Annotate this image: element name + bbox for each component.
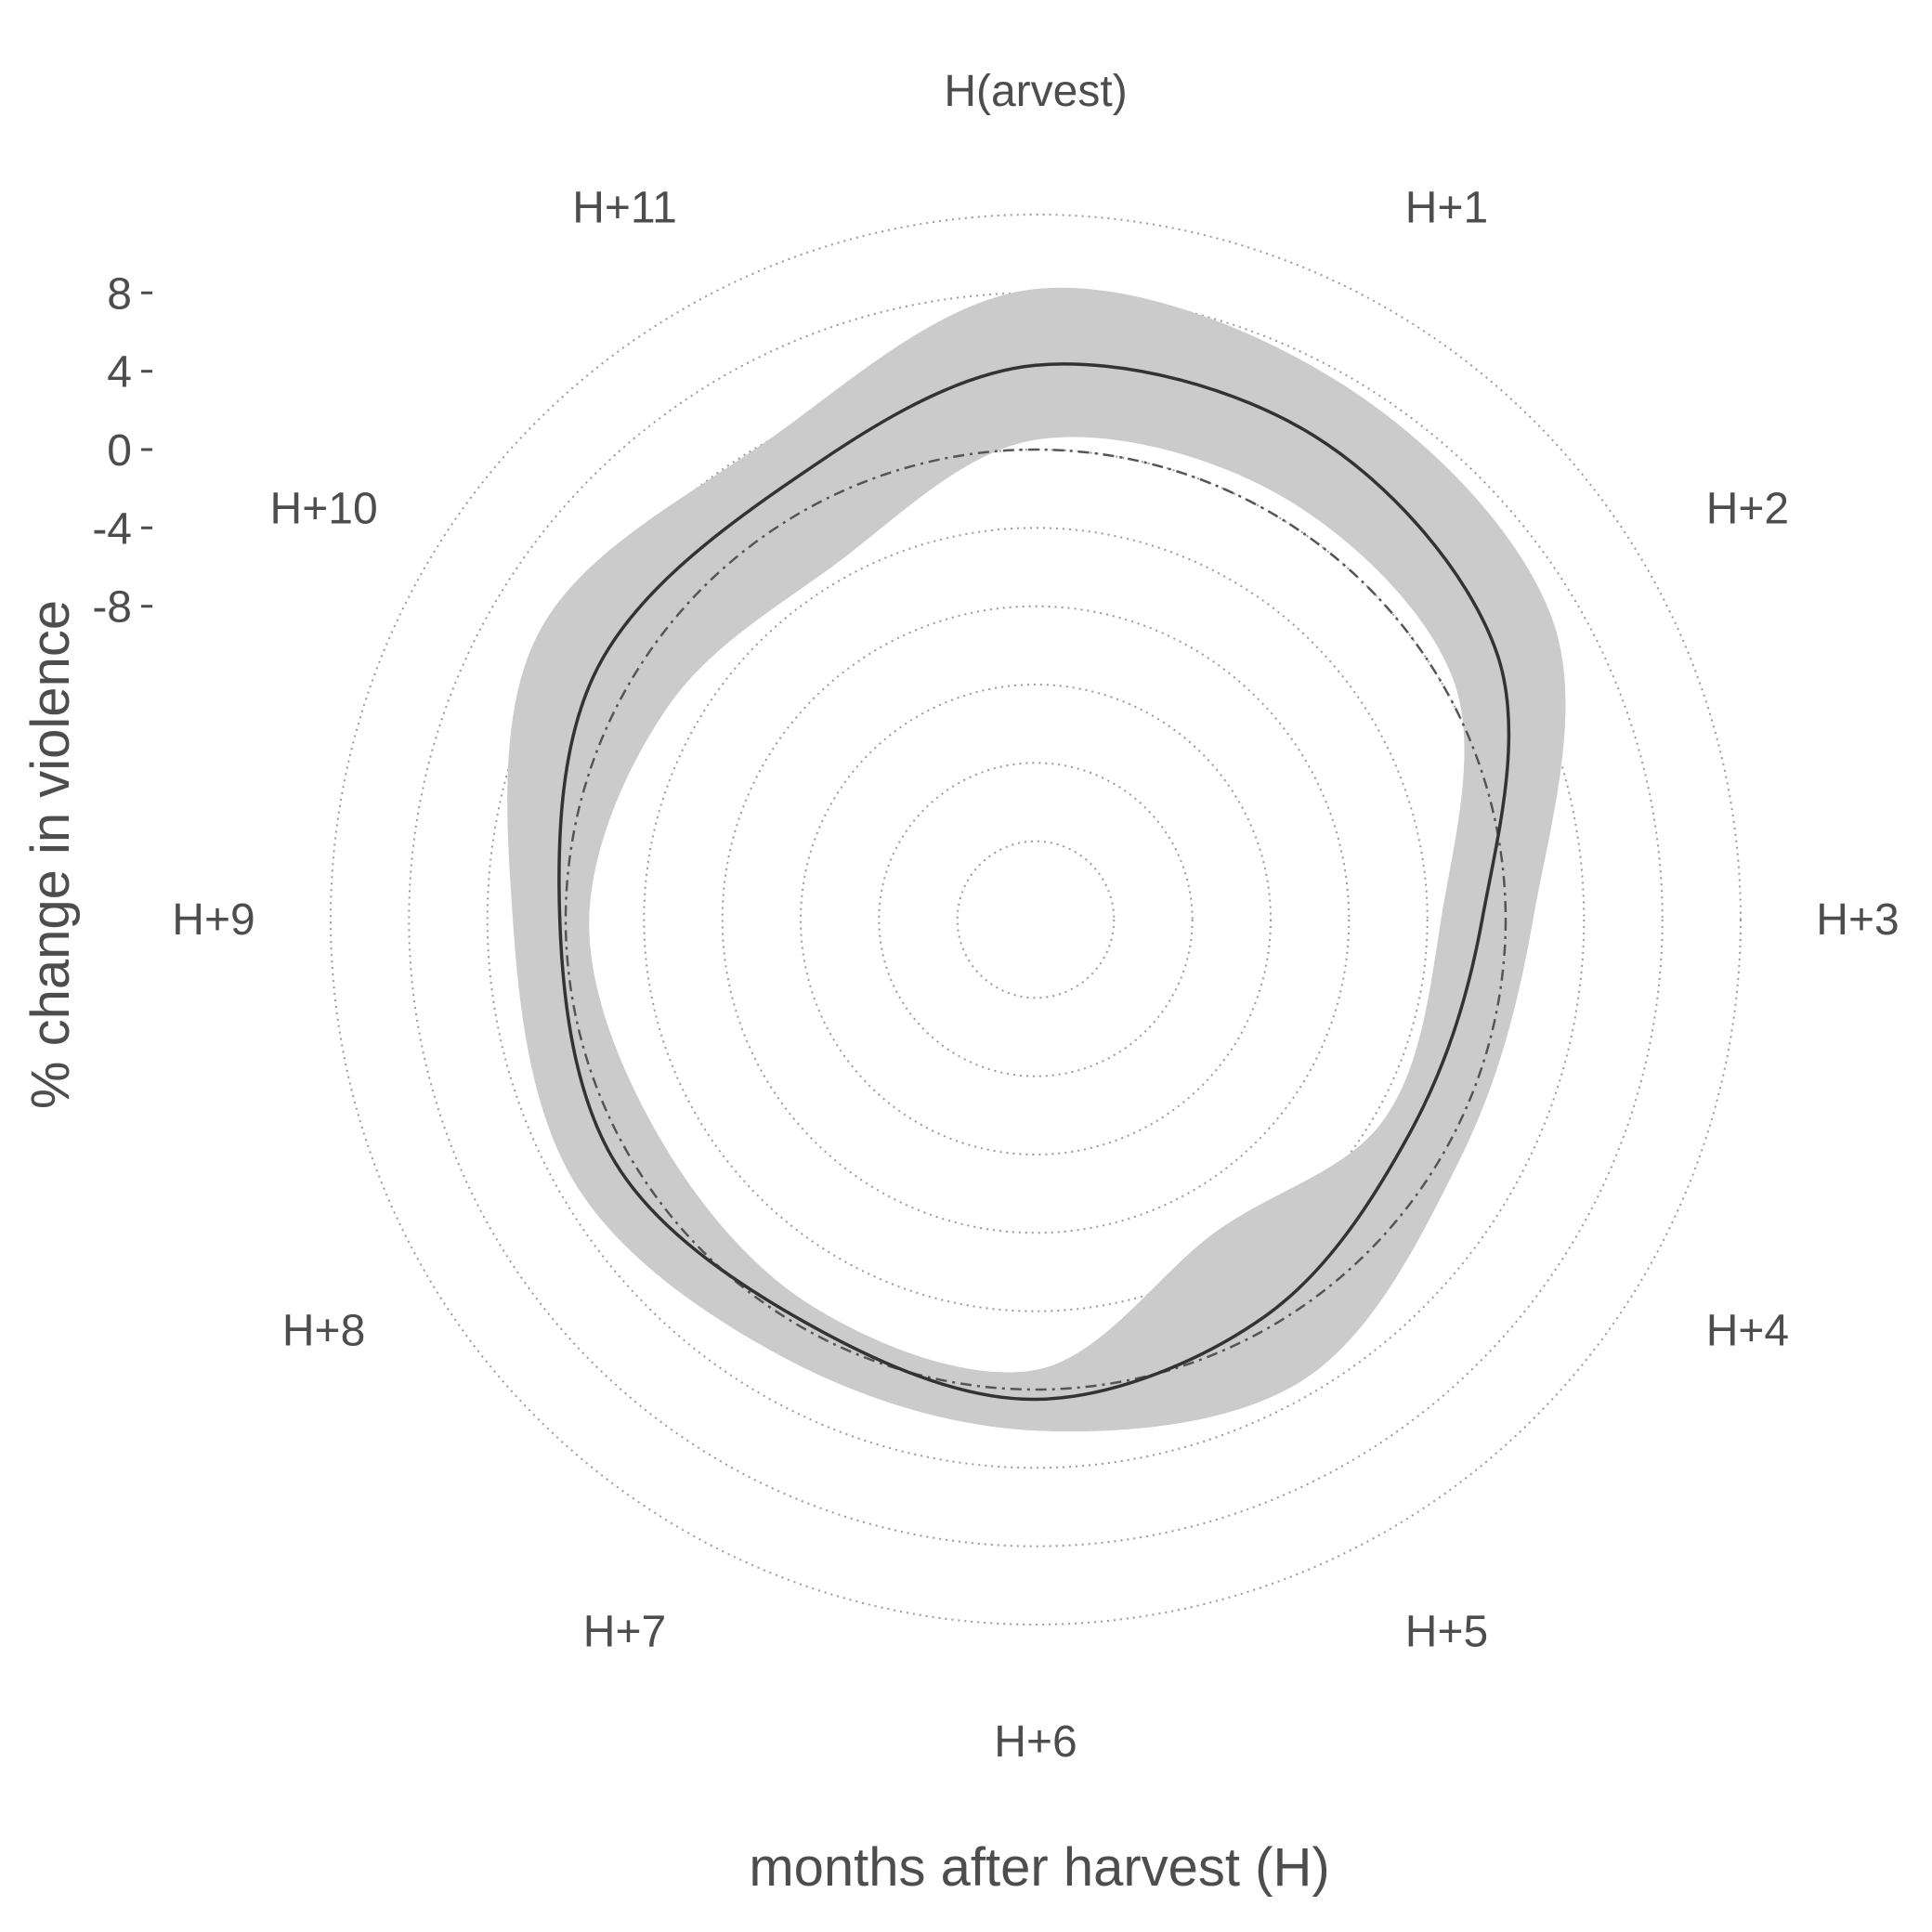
tick-label-2: 0 [107,426,132,476]
grid-circle-4 [643,527,1429,1312]
grid-circle-0 [956,840,1116,999]
reference-circle-layer [564,448,1508,1391]
month-label-11: H+11 [572,184,677,233]
confidence-band-layer [507,287,1566,1432]
month-labels: H(arvest) H+1 H+2 H+3 H+4 H+5 H+6 H+7 H+8 H+9 H+10… [172,67,1899,1767]
month-label-10: H+10 [270,485,378,534]
month-label-3: H+3 [1816,895,1899,945]
y-axis-title: % change in violence [20,600,81,1109]
tick-label-4: -8 [92,583,132,633]
tick-label-1: 4 [107,348,132,398]
month-label-1: H+1 [1405,184,1488,233]
confidence-band [507,287,1566,1432]
month-label-7: H+7 [583,1607,666,1656]
month-label-2: H+2 [1706,485,1789,534]
x-axis-title: months after harvest (H) [749,1837,1329,1898]
month-label-5: H+5 [1405,1607,1488,1656]
month-label-4: H+4 [1706,1307,1789,1356]
grid-circle-8 [330,214,1742,1625]
grid-circle-2 [800,684,1272,1155]
tick-label-3: -4 [92,504,132,554]
grid-circle-1 [878,762,1194,1077]
tick-label-0: 8 [107,269,132,319]
reference-circle [564,448,1508,1391]
estimate-line-layer [557,362,1511,1402]
month-label-8: H+8 [282,1307,365,1356]
month-label-9: H+9 [172,895,255,945]
month-label-0: H(arvest) [944,67,1127,116]
month-label-6: H+6 [994,1717,1077,1767]
radial-axis-ticks: 8 4 0 -4 -8 [92,269,152,633]
grid-circle-3 [721,605,1351,1234]
grid-circle-6 [486,370,1586,1469]
